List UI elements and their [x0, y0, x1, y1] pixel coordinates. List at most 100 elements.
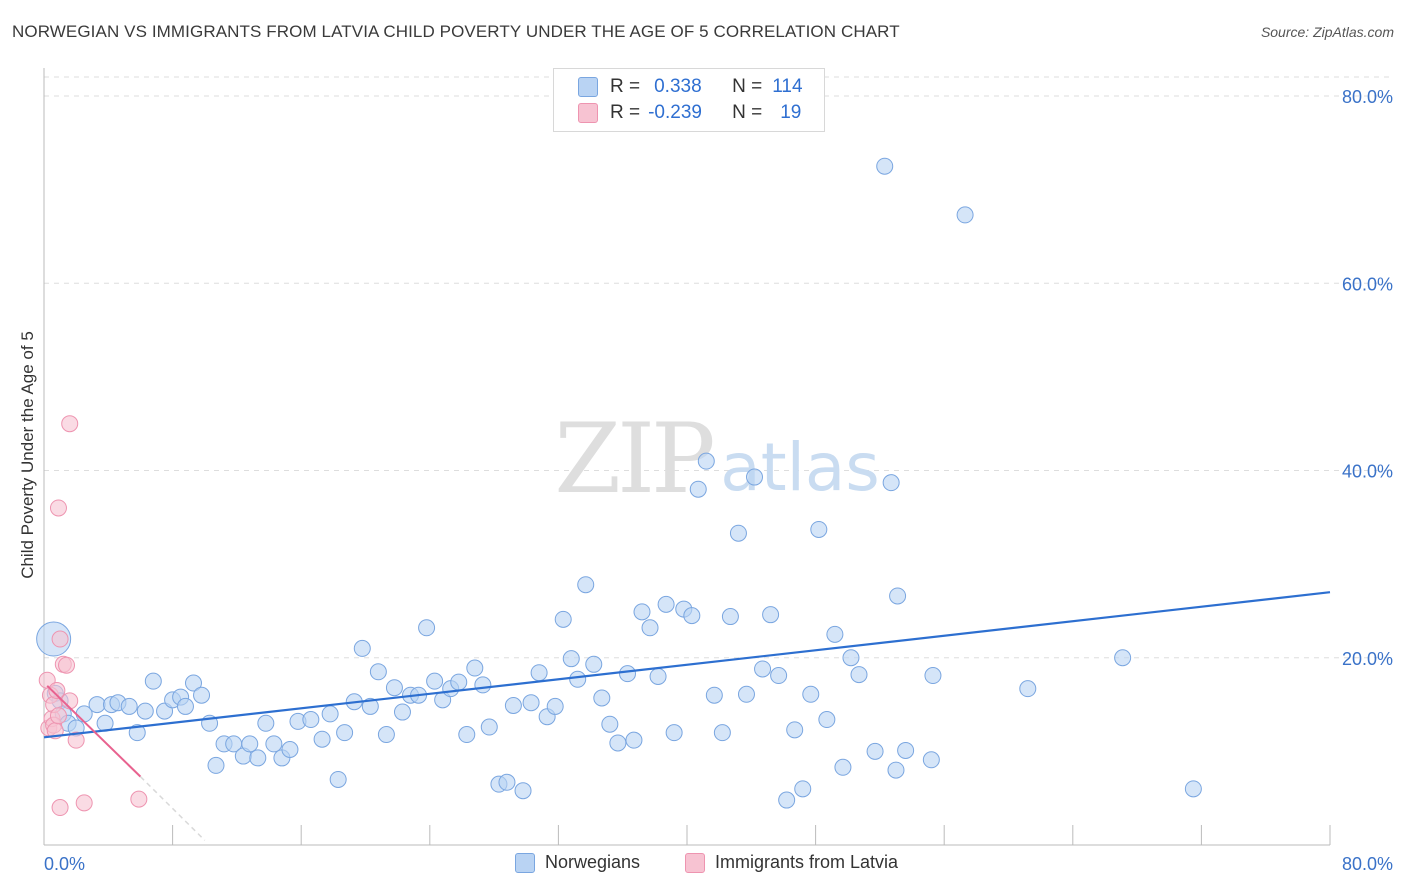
- norwegians-point: [144, 672, 162, 690]
- watermark-atlas: atlas: [720, 429, 880, 506]
- norwegians-point: [353, 639, 371, 657]
- chart-title: NORWEGIAN VS IMMIGRANTS FROM LATVIA CHIL…: [12, 22, 900, 41]
- norwegians-point: [136, 702, 154, 720]
- norwegians-point: [450, 673, 468, 691]
- pink-swatch: [578, 103, 598, 123]
- norwegians-point: [377, 726, 395, 744]
- norwegians-point: [641, 619, 659, 637]
- norwegians-point: [184, 674, 202, 692]
- norwegians-point: [818, 711, 836, 729]
- norwegians-point: [562, 650, 580, 668]
- norwegians-point: [369, 663, 387, 681]
- y-axis-label: Child Poverty Under the Age of 5: [18, 331, 37, 579]
- norwegians-point: [770, 667, 788, 685]
- latvia-point: [51, 799, 69, 817]
- latvia-point: [51, 630, 69, 648]
- blue-swatch: [578, 77, 598, 97]
- norwegians-point: [683, 607, 701, 625]
- norwegians-point: [778, 791, 796, 809]
- norwegians-point: [1019, 680, 1037, 698]
- n-value: 19: [780, 102, 802, 123]
- norwegians-point: [866, 742, 884, 760]
- norwegians-point: [887, 761, 905, 779]
- norwegians-point: [794, 780, 812, 798]
- norwegians-point: [418, 619, 436, 637]
- norwegians-points: [36, 157, 1202, 809]
- norwegians-point: [762, 606, 780, 624]
- norwegians-point: [458, 726, 476, 744]
- norwegians-point: [721, 608, 739, 626]
- norwegians-point: [88, 696, 106, 714]
- watermark: ZIP atlas: [554, 403, 879, 515]
- norwegians-point: [321, 705, 339, 723]
- latvia-point: [58, 656, 76, 674]
- norwegians-point: [876, 157, 894, 175]
- norwegians-point: [810, 520, 828, 538]
- norwegians-point: [729, 524, 747, 542]
- norwegians-point: [120, 697, 138, 715]
- norwegians-point: [504, 696, 522, 714]
- latvia-point: [130, 790, 148, 808]
- source-label: Source: ZipAtlas.com: [1260, 24, 1394, 40]
- latvia-point: [49, 499, 67, 517]
- norwegians-point: [737, 685, 755, 703]
- norwegians-point: [633, 603, 651, 621]
- x-tick-label: 80.0%: [1342, 854, 1393, 874]
- norwegians-point: [889, 587, 907, 605]
- norwegians-point: [385, 679, 403, 697]
- latvia-point: [61, 415, 79, 433]
- norwegians-point: [826, 625, 844, 643]
- norwegians-point: [498, 773, 516, 791]
- tick-labels: 20.0% 40.0% 60.0% 80.0% 0.0% 80.0%: [44, 87, 1393, 874]
- r-label: R =: [610, 102, 641, 123]
- x-tick-label: 0.0%: [44, 854, 85, 874]
- stats-row-norwegians: R = 0.338 N = 114: [578, 76, 803, 98]
- norwegians-point: [657, 595, 675, 613]
- norwegians-point: [786, 721, 804, 739]
- r-value: -0.239: [648, 102, 702, 123]
- norwegians-point: [601, 715, 619, 733]
- norwegians-point: [577, 576, 595, 594]
- norwegians-point: [569, 670, 587, 688]
- norwegians-point: [554, 610, 572, 628]
- norwegians-point: [207, 756, 225, 774]
- trend-lines: [43, 591, 1331, 841]
- norwegians-point: [1114, 649, 1132, 667]
- stats-legend: R = 0.338 N = 114 R = -0.239 N = 19: [553, 68, 825, 132]
- norwegians-point: [713, 724, 731, 742]
- norwegians-point: [842, 649, 860, 667]
- norwegians-point: [480, 718, 498, 736]
- norwegians-point: [956, 206, 974, 224]
- y-tick-label: 20.0%: [1342, 649, 1393, 669]
- norwegians-point: [128, 724, 146, 742]
- norwegians-point: [689, 480, 707, 498]
- norwegians-point: [514, 782, 532, 800]
- y-tick-label: 40.0%: [1342, 462, 1393, 482]
- latvia-point: [67, 731, 85, 749]
- watermark-zip: ZIP: [554, 403, 713, 515]
- norwegians-point: [697, 452, 715, 470]
- norwegians-point: [1184, 780, 1202, 798]
- norwegians-point: [546, 697, 564, 715]
- n-value: 114: [772, 76, 803, 97]
- norwegians-point: [625, 731, 643, 749]
- norwegians-point: [257, 714, 275, 732]
- norwegians-point: [281, 741, 299, 759]
- norwegians-point: [361, 697, 379, 715]
- norwegians-trend-line: [43, 591, 1331, 739]
- legend-item-norwegians[interactable]: Norwegians: [515, 852, 640, 873]
- norwegians-point: [176, 697, 194, 715]
- norwegians-point: [426, 672, 444, 690]
- legend-label: Immigrants from Latvia: [715, 852, 899, 872]
- y-tick-label: 60.0%: [1342, 274, 1393, 294]
- legend-item-latvia[interactable]: Immigrants from Latvia: [685, 852, 898, 873]
- norwegians-point: [393, 703, 411, 721]
- latvia-point: [49, 707, 67, 725]
- norwegians-point: [530, 664, 548, 682]
- norwegians-point: [922, 751, 940, 769]
- norwegians-point: [336, 724, 354, 742]
- norwegians-point: [585, 655, 603, 673]
- norwegians-point: [649, 667, 667, 685]
- r-label: R =: [610, 76, 641, 97]
